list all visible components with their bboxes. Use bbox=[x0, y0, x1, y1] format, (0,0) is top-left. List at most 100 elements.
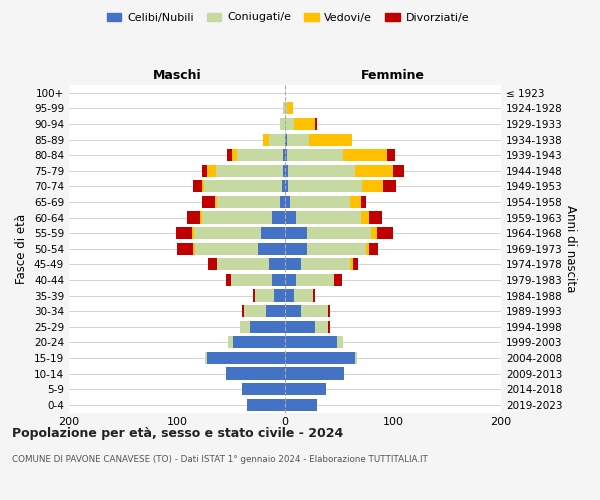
Bar bbox=[200, 212, 202, 224]
Bar bbox=[202, 180, 204, 192]
Bar bbox=[202, 164, 207, 177]
Text: Femmine: Femmine bbox=[361, 69, 425, 82]
Bar bbox=[242, 305, 244, 317]
Bar bbox=[282, 180, 285, 192]
Bar bbox=[269, 134, 285, 145]
Bar bbox=[269, 258, 285, 270]
Bar bbox=[355, 164, 393, 177]
Bar bbox=[285, 180, 288, 192]
Bar bbox=[285, 102, 287, 115]
Bar bbox=[290, 196, 350, 208]
Bar bbox=[283, 102, 285, 115]
Bar bbox=[285, 274, 296, 286]
Bar bbox=[383, 180, 396, 192]
Bar bbox=[285, 134, 287, 145]
Bar bbox=[280, 118, 285, 130]
Bar bbox=[285, 212, 296, 224]
Bar bbox=[208, 258, 217, 270]
Bar bbox=[244, 305, 266, 317]
Bar bbox=[307, 227, 371, 239]
Bar bbox=[287, 102, 293, 115]
Bar bbox=[285, 336, 337, 348]
Bar bbox=[202, 212, 272, 224]
Bar bbox=[301, 258, 350, 270]
Bar bbox=[334, 274, 342, 286]
Bar bbox=[216, 164, 283, 177]
Bar bbox=[238, 149, 283, 162]
Bar bbox=[283, 164, 285, 177]
Bar bbox=[253, 290, 255, 302]
Bar bbox=[285, 196, 290, 208]
Bar bbox=[296, 212, 361, 224]
Bar bbox=[250, 320, 285, 333]
Bar bbox=[313, 290, 315, 302]
Bar bbox=[193, 242, 196, 255]
Bar bbox=[233, 336, 285, 348]
Bar bbox=[287, 134, 309, 145]
Bar bbox=[343, 149, 386, 162]
Bar bbox=[285, 352, 355, 364]
Bar bbox=[355, 352, 358, 364]
Bar bbox=[177, 242, 193, 255]
Bar bbox=[362, 180, 383, 192]
Bar bbox=[215, 196, 217, 208]
Bar bbox=[242, 383, 285, 395]
Bar bbox=[231, 274, 272, 286]
Bar bbox=[361, 212, 369, 224]
Bar bbox=[228, 336, 233, 348]
Bar bbox=[194, 227, 261, 239]
Bar bbox=[285, 164, 288, 177]
Bar bbox=[369, 212, 382, 224]
Bar bbox=[315, 320, 328, 333]
Bar bbox=[272, 274, 285, 286]
Bar bbox=[296, 274, 334, 286]
Bar bbox=[285, 118, 293, 130]
Bar bbox=[328, 305, 331, 317]
Bar bbox=[205, 352, 207, 364]
Bar bbox=[266, 305, 285, 317]
Bar bbox=[255, 290, 274, 302]
Bar bbox=[328, 320, 331, 333]
Bar bbox=[287, 149, 343, 162]
Y-axis label: Fasce di età: Fasce di età bbox=[16, 214, 28, 284]
Bar bbox=[285, 227, 307, 239]
Bar bbox=[315, 118, 317, 130]
Bar bbox=[386, 149, 395, 162]
Bar bbox=[239, 320, 250, 333]
Bar bbox=[301, 305, 328, 317]
Bar bbox=[369, 242, 378, 255]
Bar bbox=[285, 383, 326, 395]
Bar bbox=[288, 164, 355, 177]
Bar bbox=[371, 227, 377, 239]
Bar bbox=[247, 398, 285, 411]
Y-axis label: Anni di nascita: Anni di nascita bbox=[563, 205, 577, 292]
Bar bbox=[337, 336, 343, 348]
Bar bbox=[293, 118, 315, 130]
Bar bbox=[263, 134, 269, 145]
Bar bbox=[350, 196, 361, 208]
Bar bbox=[283, 149, 285, 162]
Bar bbox=[226, 368, 285, 380]
Bar bbox=[285, 149, 287, 162]
Bar bbox=[176, 227, 192, 239]
Bar bbox=[285, 305, 301, 317]
Bar bbox=[293, 290, 313, 302]
Bar bbox=[226, 274, 231, 286]
Bar bbox=[353, 258, 358, 270]
Bar bbox=[207, 352, 285, 364]
Bar bbox=[274, 290, 285, 302]
Bar bbox=[361, 196, 366, 208]
Bar bbox=[285, 258, 301, 270]
Text: COMUNE DI PAVONE CANAVESE (TO) - Dati ISTAT 1° gennaio 2024 - Elaborazione TUTTI: COMUNE DI PAVONE CANAVESE (TO) - Dati IS… bbox=[12, 455, 428, 464]
Bar bbox=[280, 196, 285, 208]
Bar bbox=[192, 227, 194, 239]
Bar bbox=[232, 149, 238, 162]
Bar bbox=[193, 180, 202, 192]
Bar bbox=[285, 398, 317, 411]
Bar bbox=[261, 227, 285, 239]
Bar bbox=[309, 134, 352, 145]
Bar bbox=[285, 368, 344, 380]
Bar bbox=[217, 258, 269, 270]
Text: Maschi: Maschi bbox=[152, 69, 202, 82]
Bar bbox=[217, 196, 280, 208]
